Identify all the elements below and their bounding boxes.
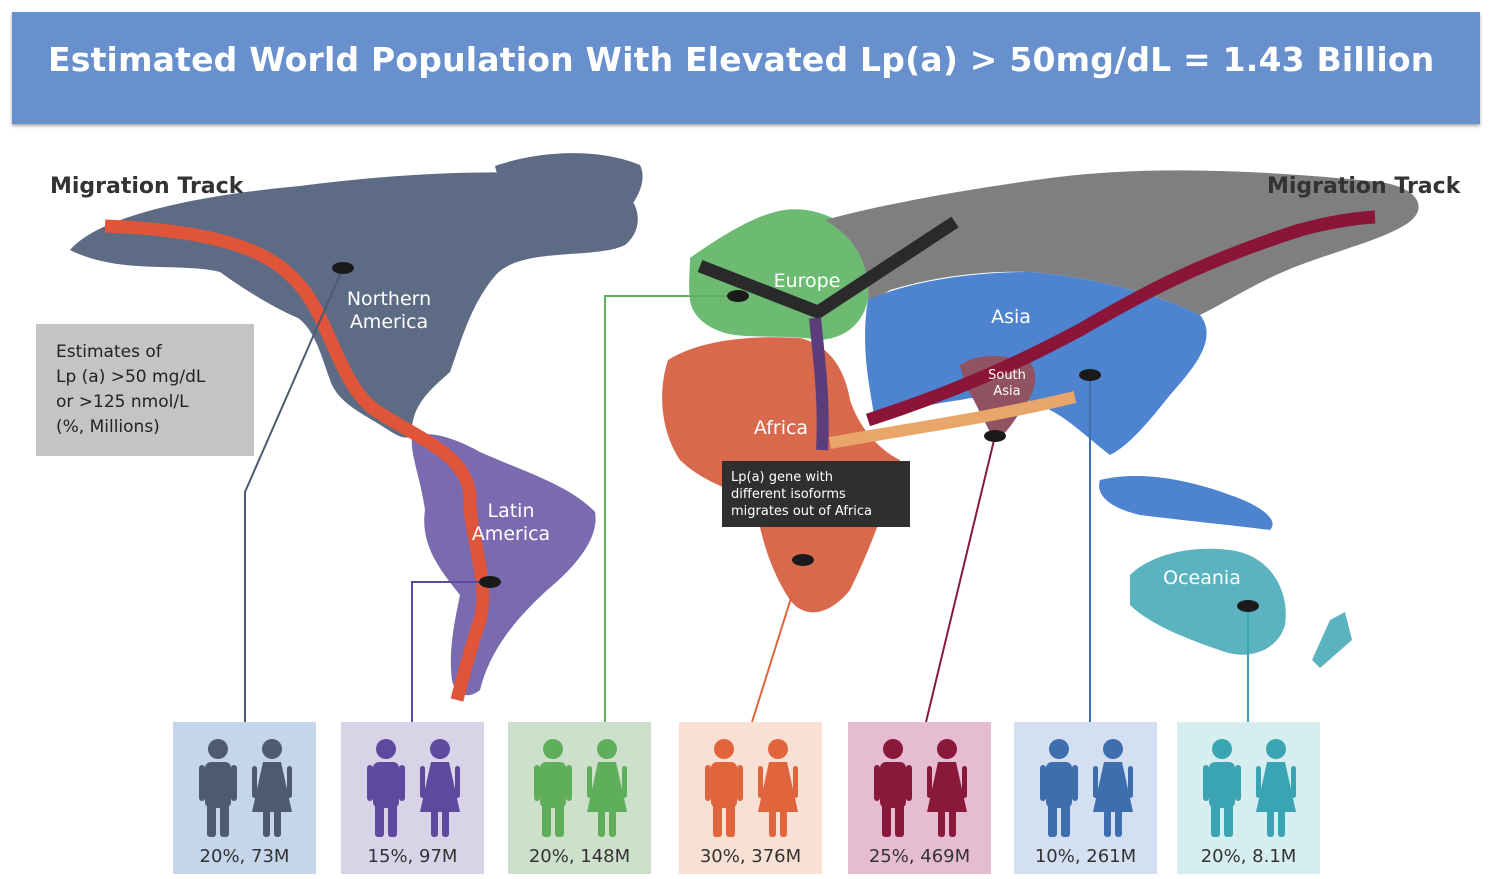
connector-latin-america (411, 581, 490, 722)
new-zealand-landmass (1312, 612, 1352, 668)
stat-panel-latin-america: 15%, 97M (341, 722, 484, 874)
stat-latin-america: 15%, 97M (367, 846, 458, 867)
label-europe: Europe (773, 270, 841, 292)
label-asia: Asia (991, 306, 1031, 328)
southeast-asia-islands (1099, 475, 1273, 530)
stat-oceania: 20%, 8.1M (1200, 846, 1297, 867)
legend-box: Estimates of Lp (a) >50 mg/dL or >125 nm… (36, 324, 254, 456)
legend-text: Estimates of Lp (a) >50 mg/dL or >125 nm… (56, 342, 206, 437)
marker-latin-america (479, 576, 501, 588)
male-figure-icon (367, 739, 405, 837)
female-figure-icon (758, 739, 798, 837)
male-female-icon (1040, 739, 1133, 837)
stat-panel-africa: 30%, 376M (679, 722, 822, 874)
female-figure-icon (927, 739, 967, 837)
female-figure-icon (252, 739, 292, 837)
south-migration-track (828, 391, 1077, 449)
migration-track-label-right: Migration Track (1267, 174, 1461, 199)
stat-europe: 20%, 148M (528, 846, 631, 867)
migration-track-label-left: Migration Track (50, 174, 244, 199)
stat-panel-north-america: 20%, 73M (173, 722, 316, 874)
latin-america-landmass (411, 433, 596, 696)
asia-migration-track (865, 210, 1376, 427)
connector-africa (751, 559, 804, 723)
note-box: Lp(a) gene with different isoforms migra… (722, 461, 910, 527)
asia-landmass (865, 272, 1207, 455)
oceania-landmass (1130, 548, 1286, 655)
label-latin-america: Latin America (471, 500, 551, 545)
connector-europe (604, 295, 738, 722)
stat-panel-asia: 10%, 261M (1014, 722, 1157, 874)
label-oceania: Oceania (1163, 567, 1241, 589)
male-figure-icon (534, 739, 572, 837)
female-figure-icon (1093, 739, 1133, 837)
stat-panel-europe: 20%, 148M (508, 722, 651, 874)
stat-asia: 10%, 261M (1034, 846, 1137, 867)
title-banner: Estimated World Population With Elevated… (12, 12, 1480, 124)
marker-africa (792, 554, 814, 566)
label-africa: Africa (753, 417, 809, 439)
marker-south-asia (984, 430, 1006, 442)
male-female-icon (705, 739, 798, 837)
greenland-landmass (495, 153, 643, 245)
stat-panel-oceania: 20%, 8.1M (1177, 722, 1320, 874)
marker-europe (727, 290, 749, 302)
female-figure-icon (420, 739, 460, 837)
male-figure-icon (705, 739, 743, 837)
male-female-icon (199, 739, 292, 837)
stat-south-asia: 25%, 469M (868, 846, 971, 867)
russia-landmass (825, 170, 1419, 315)
male-figure-icon (1203, 739, 1241, 837)
stat-africa: 30%, 376M (699, 846, 802, 867)
male-figure-icon (1040, 739, 1078, 837)
migration-tracks (104, 210, 1376, 702)
connector-south-asia (925, 435, 996, 723)
region-markers (332, 262, 1259, 612)
label-south-asia: South Asia (988, 368, 1026, 399)
male-female-icon (367, 739, 460, 837)
europe-migration-track (697, 216, 959, 320)
female-figure-icon (1256, 739, 1296, 837)
americas-migration-track (104, 219, 490, 702)
note-text: Lp(a) gene with different isoforms migra… (731, 470, 873, 519)
stat-north-america: 20%, 73M (199, 846, 290, 867)
stat-panel-south-asia: 25%, 469M (848, 722, 991, 874)
connector-lines (244, 267, 1249, 723)
marker-oceania (1237, 600, 1259, 612)
male-female-icon (874, 739, 967, 837)
male-female-icon (534, 739, 627, 837)
male-figure-icon (199, 739, 237, 837)
male-figure-icon (874, 739, 912, 837)
marker-north-america (332, 262, 354, 274)
male-female-icon (1203, 739, 1296, 837)
africa-migration-track (809, 317, 829, 451)
page-title: Estimated World Population With Elevated… (48, 40, 1435, 79)
label-north-america: Northern America (346, 288, 432, 333)
connector-north-america (244, 267, 344, 722)
marker-asia (1079, 369, 1101, 381)
female-figure-icon (587, 739, 627, 837)
